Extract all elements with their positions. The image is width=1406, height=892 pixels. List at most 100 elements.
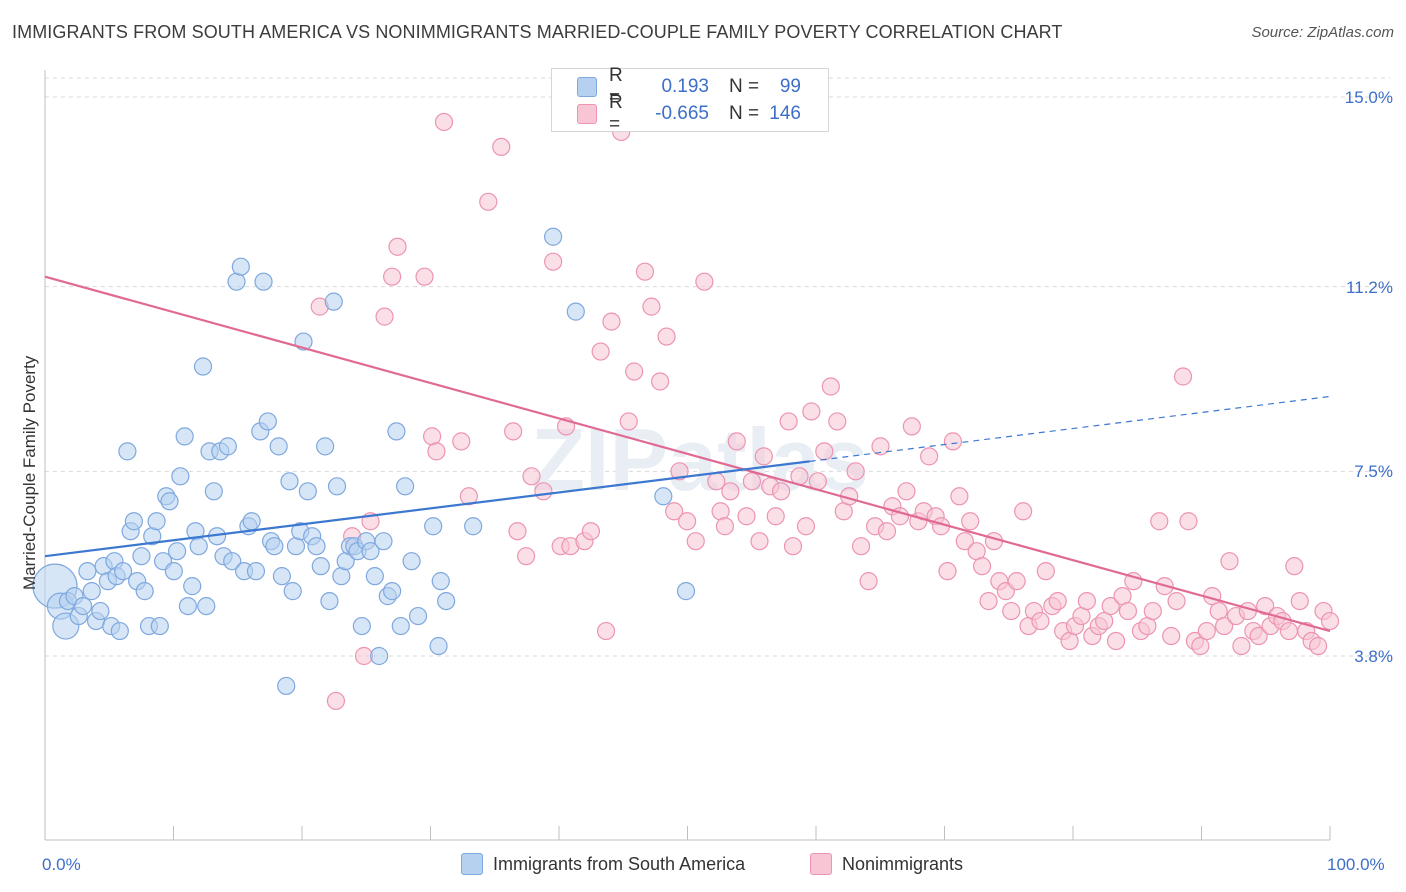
nonimmigrants-point (1002, 601, 1021, 621)
immigrants-point (654, 487, 673, 506)
nonimmigrants-point (581, 522, 601, 541)
legend-r-value: 0.193 (661, 76, 709, 97)
nonimmigrants-point (783, 537, 803, 556)
nonimmigrants-point (1179, 512, 1198, 531)
nonimmigrants-point (686, 532, 705, 551)
axes (44, 70, 1331, 841)
nonimmigrants-point (434, 112, 454, 132)
nonimmigrants-point (619, 412, 638, 431)
nonimmigrants-point (955, 532, 974, 551)
nonimmigrants-point (1309, 636, 1328, 656)
immigrants-point (408, 606, 428, 626)
immigrants-point (160, 492, 179, 511)
nonimmigrants-point (1101, 596, 1120, 616)
nonimmigrants-point (427, 442, 446, 461)
nonimmigrants-point (772, 482, 791, 501)
nonimmigrants-point (517, 547, 536, 566)
bottom-legend-label-pink: Nonimmigrants (842, 853, 964, 874)
immigrants-point (197, 596, 216, 616)
x-tick-label-min: 0.0% (42, 855, 81, 874)
immigrants-point (78, 562, 97, 581)
bottom-legend-pink: Nonimmigrants (810, 852, 963, 876)
immigrants-point (320, 591, 339, 611)
legend-r-value: -0.665 (655, 103, 709, 124)
immigrants-point (332, 567, 351, 586)
nonimmigrants-point (625, 362, 644, 381)
nonimmigrants-point (1150, 512, 1169, 531)
nonimmigrants-point (459, 487, 478, 506)
legend-r-label: R = (609, 65, 623, 108)
immigrants-point (178, 596, 198, 616)
immigrants-point (135, 582, 154, 601)
nonimmigrants-point (754, 447, 773, 466)
immigrants-point (231, 257, 250, 276)
nonimmigrants-point (415, 267, 434, 286)
nonimmigrants-point (650, 372, 670, 391)
immigrants-point (280, 472, 299, 491)
immigrants-trend-extension (809, 395, 1331, 462)
nonimmigrants-point (534, 482, 553, 501)
immigrants-point (464, 517, 483, 536)
nonimmigrants-point (727, 432, 746, 451)
nonimmigrants-point (979, 591, 998, 611)
immigrants-point (324, 292, 343, 311)
immigrants-point (424, 517, 443, 536)
immigrants-point (437, 591, 456, 611)
immigrants-point (311, 557, 330, 576)
nonimmigrants-point (851, 537, 871, 556)
nonimmigrants-point (504, 422, 523, 441)
nonimmigrants-point (677, 512, 697, 531)
nonimmigrants-point (897, 482, 916, 501)
nonimmigrants-point (742, 472, 762, 491)
nonimmigrants-point (1036, 562, 1055, 581)
nonimmigrants-point (354, 646, 374, 666)
nonimmigrants-point (1173, 367, 1193, 386)
immigrants-point (307, 537, 326, 556)
immigrants-point (277, 676, 296, 696)
nonimmigrants-point (920, 447, 939, 466)
immigrants-point (82, 582, 101, 601)
legend-r-label: R = (609, 92, 623, 135)
legend-n-label: N = (729, 103, 760, 124)
nonimmigrants-point (1007, 572, 1026, 591)
nonimmigrants-point (715, 517, 735, 536)
nonimmigrants-point (802, 402, 821, 421)
nonimmigrants-point (961, 512, 980, 531)
immigrants-point (298, 482, 317, 501)
y-tick-label: 15.0% (1344, 88, 1393, 107)
nonimmigrants-points (310, 112, 1340, 711)
correlation-legend: R = 0.193 N = 99 R = -0.665 N = 146 (551, 65, 829, 135)
nonimmigrants-point (388, 237, 407, 256)
immigrants-point (164, 562, 183, 581)
immigrants-point (242, 512, 261, 531)
y-axis-label: Married-Couple Family Poverty (20, 355, 39, 590)
nonimmigrants-point (877, 522, 897, 541)
nonimmigrants-point (591, 342, 610, 361)
nonimmigrants-point (943, 432, 963, 451)
legend-swatch-pink (577, 104, 597, 124)
nonimmigrants-point (375, 307, 394, 326)
nonimmigrants-point (695, 272, 714, 291)
nonimmigrants-point (796, 517, 816, 536)
bottom-legend-swatch-pink (810, 853, 832, 875)
nonimmigrants-point (1232, 636, 1251, 656)
immigrants-point (316, 437, 335, 456)
immigrants-point (175, 427, 194, 446)
nonimmigrants-point (1031, 611, 1050, 631)
immigrants-point (193, 357, 213, 376)
legend-swatch-blue (577, 77, 597, 97)
immigrants-point (150, 616, 169, 636)
immigrants-point (429, 636, 448, 656)
immigrants-point (227, 272, 246, 291)
immigrants-point (269, 437, 288, 456)
nonimmigrants-trend-line (44, 275, 1331, 633)
nonimmigrants-point (902, 417, 921, 436)
immigrants-point (327, 477, 347, 496)
nonimmigrants-point (1014, 502, 1033, 521)
nonimmigrants-point (1220, 552, 1239, 571)
immigrants-point (204, 482, 223, 501)
x-tick-label-max: 100.0% (1327, 855, 1385, 874)
nonimmigrants-point (972, 557, 992, 576)
immigrants-point (113, 562, 133, 581)
nonimmigrants-point (665, 502, 684, 521)
